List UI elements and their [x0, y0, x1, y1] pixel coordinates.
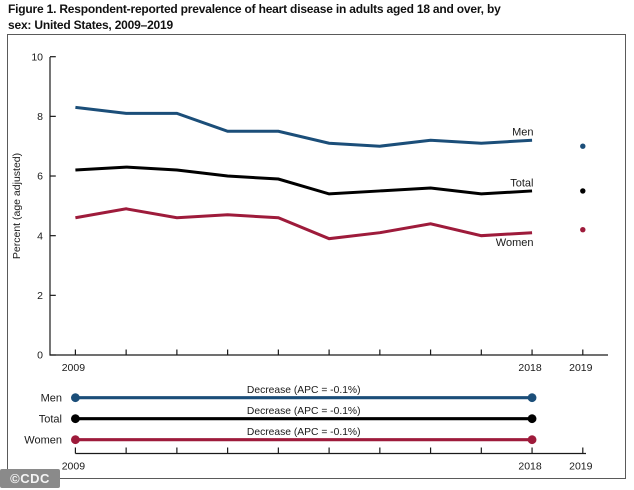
main-axes	[49, 57, 608, 356]
trend-dot-end-women	[527, 435, 537, 445]
y-axis-title: Percent (age adjusted)	[11, 153, 23, 259]
figure-title: Figure 1. Respondent-reported prevalence…	[8, 1, 624, 33]
y-tick-label: 6	[37, 171, 43, 183]
trend-annotation-total: Decrease (APC = -0.1%)	[247, 406, 361, 417]
y-tick-label: 8	[37, 111, 43, 123]
series-label-men: Men	[512, 127, 533, 139]
point-2019-women	[580, 227, 586, 233]
point-2019-men	[580, 143, 586, 149]
trend-dot-start-total	[71, 414, 80, 424]
trend-label-men: Men	[41, 392, 62, 404]
trend-dot-end-men	[527, 393, 537, 403]
series-line-women	[75, 207, 533, 241]
trend-label-total: Total	[39, 413, 62, 425]
y-tick-label: 0	[37, 350, 43, 362]
series-label-total: Total	[510, 177, 533, 189]
cdc-watermark: ©CDC	[0, 469, 60, 488]
series-label-women: Women	[496, 237, 534, 249]
x-tick-label: 2009	[62, 362, 86, 374]
cdc-watermark-text: ©CDC	[10, 471, 50, 486]
trend-dot-end-total	[527, 414, 537, 424]
point-2019-total	[580, 188, 586, 194]
trend-annotation-men: Decrease (APC = -0.1%)	[247, 385, 361, 396]
trend-label-women: Women	[24, 434, 62, 446]
y-tick-label: 2	[37, 290, 43, 302]
x-tick-label: 2018	[518, 362, 542, 374]
trend-annotation-women: Decrease (APC = -0.1%)	[247, 427, 361, 438]
series-line-men	[75, 105, 533, 148]
trend-dot-start-women	[71, 435, 80, 445]
figure-title-line1: Figure 1. Respondent-reported prevalence…	[8, 2, 501, 16]
x-tick-label: 2019	[569, 362, 593, 374]
series-line-total	[75, 165, 533, 196]
trend-axis-label: 2019	[569, 461, 593, 473]
chart-frame	[7, 34, 626, 479]
y-tick-label: 4	[37, 230, 43, 242]
trend-axis-label: 2009	[62, 461, 86, 473]
figure-title-line2: sex: United States, 2009–2019	[8, 18, 173, 32]
trend-dot-start-men	[71, 393, 80, 403]
trend-axis-label: 2018	[518, 461, 542, 473]
y-tick-label: 10	[31, 51, 43, 63]
